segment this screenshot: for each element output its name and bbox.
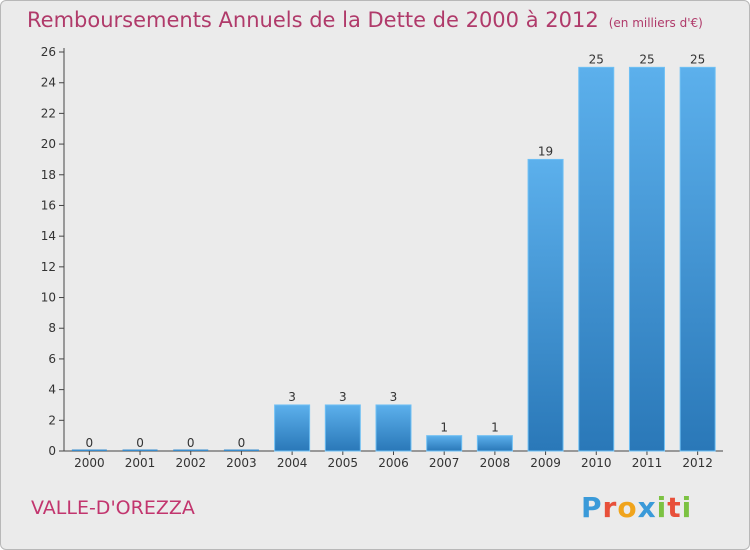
x-tick-label: 2010 [581, 456, 612, 470]
bar [223, 449, 259, 451]
data-label: 3 [288, 390, 296, 404]
y-tick-label: 12 [41, 260, 56, 274]
data-label: 1 [491, 421, 499, 435]
bar [679, 66, 716, 452]
x-tick-label: 2004 [277, 456, 308, 470]
data-label: 3 [390, 390, 398, 404]
y-tick-label: 0 [48, 444, 56, 458]
bar [173, 449, 209, 451]
y-tick-label: 4 [48, 383, 56, 397]
data-label: 0 [136, 436, 144, 450]
bar [578, 66, 615, 452]
chart-unit: (en milliers d'€) [608, 16, 703, 30]
y-tick-label: 20 [41, 137, 56, 151]
logo-letter: P [581, 491, 603, 524]
chart-title: Remboursements Annuels de la Dette de 20… [27, 8, 703, 32]
proxiti-logo[interactable]: Proxiti [581, 491, 692, 524]
x-tick-label: 2002 [175, 456, 206, 470]
data-label: 19 [538, 144, 553, 158]
y-tick-label: 10 [41, 291, 56, 305]
bar [71, 449, 107, 451]
bar [122, 449, 158, 451]
data-label: 25 [589, 52, 604, 66]
data-label: 1 [440, 421, 448, 435]
data-label: 25 [639, 52, 654, 66]
logo-letter: x [637, 491, 657, 524]
x-tick-label: 2003 [226, 456, 257, 470]
logo-letter: i [656, 491, 668, 524]
bar [324, 404, 361, 452]
x-tick-label: 2006 [378, 456, 409, 470]
x-tick-label: 2001 [125, 456, 156, 470]
y-tick-label: 16 [41, 198, 56, 212]
x-tick-label: 2005 [328, 456, 359, 470]
y-tick-label: 26 [41, 45, 56, 59]
bar [628, 66, 665, 452]
data-label: 25 [690, 52, 705, 66]
x-tick-label: 2000 [74, 456, 105, 470]
commune-name: VALLE-D'OREZZA [31, 497, 195, 519]
y-tick-label: 24 [41, 76, 56, 90]
bar [375, 404, 412, 452]
bar [476, 435, 513, 452]
x-tick-label: 2012 [682, 456, 713, 470]
data-label: 0 [238, 436, 246, 450]
y-tick-label: 8 [48, 321, 56, 335]
data-label: 3 [339, 390, 347, 404]
logo-letter: r [602, 491, 618, 524]
y-tick-label: 18 [41, 168, 56, 182]
y-tick-label: 6 [48, 352, 56, 366]
x-tick-label: 2009 [530, 456, 561, 470]
bar [426, 435, 463, 452]
x-tick-label: 2011 [632, 456, 663, 470]
data-label: 0 [187, 436, 195, 450]
bar [527, 158, 564, 452]
chart-title-text: Remboursements Annuels de la Dette de 20… [27, 8, 599, 32]
logo-letter: o [617, 491, 638, 524]
bar [274, 404, 311, 452]
chart-bars [71, 66, 716, 452]
x-tick-label: 2007 [429, 456, 460, 470]
y-tick-label: 14 [41, 229, 56, 243]
logo-letter: t [667, 491, 682, 524]
data-label: 0 [86, 436, 94, 450]
y-tick-label: 2 [48, 413, 56, 427]
y-tick-label: 22 [41, 106, 56, 120]
logo-letter: i [681, 491, 693, 524]
x-tick-label: 2008 [480, 456, 511, 470]
